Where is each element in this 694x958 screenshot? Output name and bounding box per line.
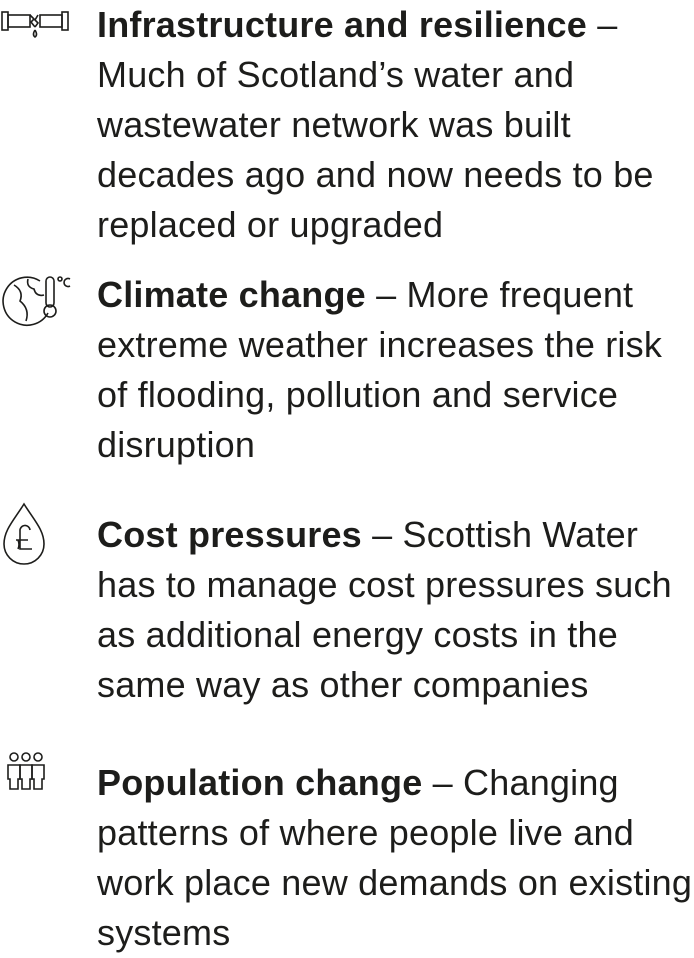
item-text: Climate change – More frequent extreme w… (97, 270, 694, 470)
pipe-icon (1, 11, 69, 38)
item-title: Population change (97, 762, 423, 803)
item-text: Cost pressures – Scottish Water has to m… (97, 510, 694, 710)
item-title: Cost pressures (97, 514, 362, 555)
population-icon (7, 752, 45, 790)
item-text: Infrastructure and resilience – Much of … (97, 0, 694, 250)
item-description: – More frequent extreme weather increase… (97, 274, 663, 465)
climate-icon (2, 276, 71, 326)
cost-icon (3, 502, 45, 565)
item-title: Infrastructure and resilience (97, 4, 587, 45)
item-description: – Scottish Water has to manage cost pres… (97, 514, 672, 705)
item-description: – Much of Scotland’s water and wastewate… (97, 4, 654, 245)
item-description: – Changing patterns of where people live… (97, 762, 693, 953)
item-text: Population change – Changing patterns of… (97, 758, 694, 958)
item-title: Climate change (97, 274, 366, 315)
